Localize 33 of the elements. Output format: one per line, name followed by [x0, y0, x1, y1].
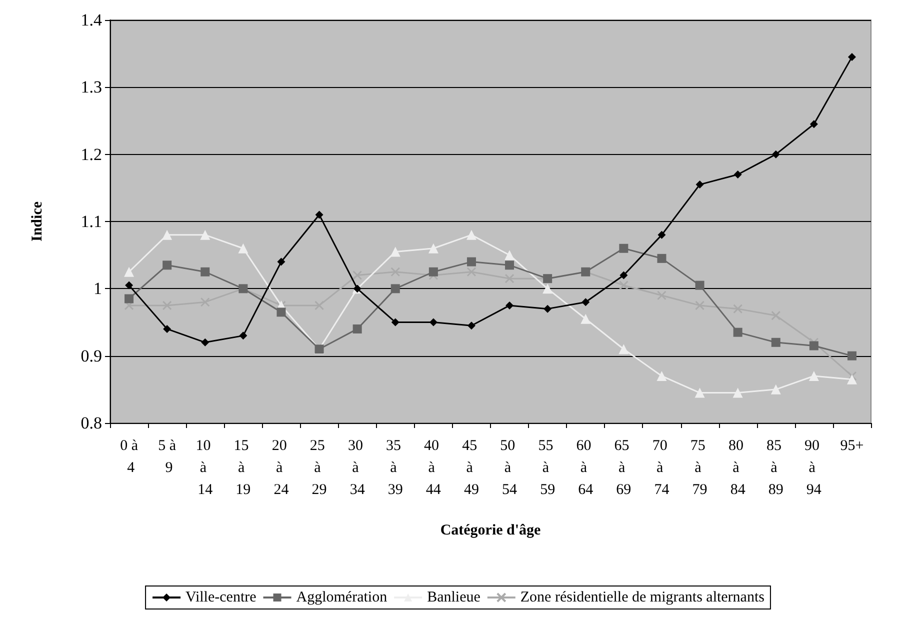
x-tick-label: 45 à 49 — [462, 438, 481, 498]
x-tick-label: 60 à 64 — [576, 438, 595, 498]
x-tick-label: 55 à 59 — [538, 438, 557, 498]
x-tick-label: 5 à 9 — [158, 438, 176, 476]
x-tick-label: 85 à 89 — [766, 438, 786, 498]
y-tick-label: 1.4 — [80, 10, 102, 30]
legend-label: Zone résidentielle de migrants alternants — [520, 590, 765, 606]
x-axis-title: Catégorie d'âge — [440, 522, 542, 538]
x-tick-label: 50 à 54 — [500, 438, 519, 498]
x-tick-label: 25 à 29 — [310, 438, 329, 498]
x-tick-label: 40 à 44 — [424, 438, 443, 498]
x-tick-label: 15 à 19 — [234, 438, 253, 498]
x-tick-label: 30 à 34 — [348, 438, 367, 498]
y-tick-label: 1 — [94, 279, 102, 298]
legend-label: Ville-centre — [186, 590, 257, 606]
y-tick-label: 1.2 — [80, 144, 102, 164]
y-tick-label: 0.9 — [80, 346, 102, 366]
x-tick-label: 90 à 94 — [804, 438, 824, 498]
y-tick-label: 1.3 — [80, 78, 102, 97]
x-tick-label: 70 à 74 — [652, 438, 672, 498]
x-tick-label: 10 à 14 — [196, 438, 214, 498]
legend-label: Banlieue — [427, 590, 481, 606]
x-tick-label: 20 à 24 — [272, 438, 291, 498]
x-tick-label: 0 à 4 — [120, 438, 138, 476]
legend-label: Agglomération — [296, 590, 388, 606]
x-tick-label: 75 à 79 — [690, 438, 710, 498]
y-axis-title: Indice — [30, 201, 46, 242]
x-tick-label: 65 à 69 — [614, 438, 634, 498]
x-tick-label: 80 à 84 — [728, 438, 748, 498]
x-tick-label: 35 à 39 — [386, 438, 405, 498]
y-tick-label: 1.1 — [80, 212, 102, 231]
x-tick-label: 95+ — [840, 438, 864, 454]
y-tick-label: 0.8 — [80, 414, 102, 432]
